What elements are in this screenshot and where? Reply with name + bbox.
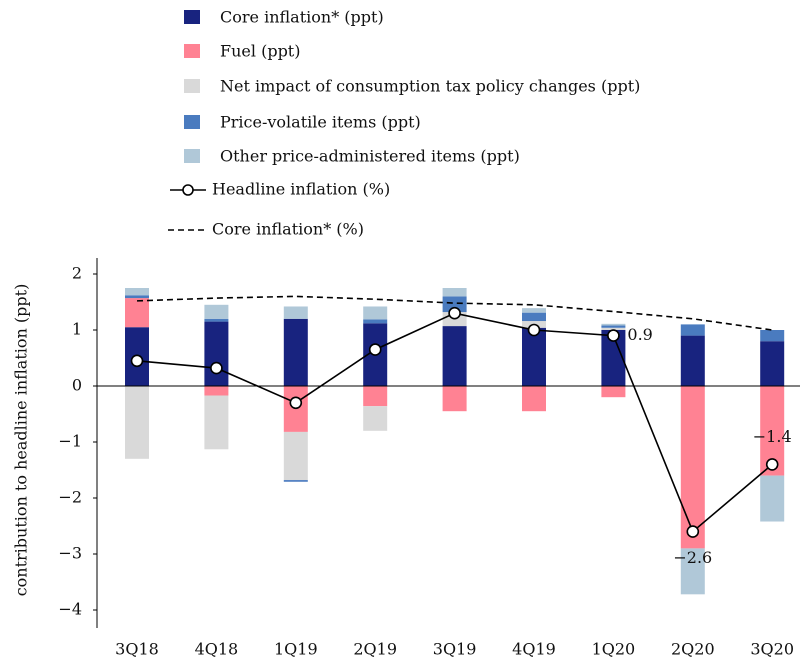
data-label: −2.6 [673, 548, 712, 567]
x-tick-label: 3Q18 [115, 640, 159, 659]
bar-segment [442, 386, 467, 412]
bar-segment [522, 386, 546, 412]
bar-segment [204, 304, 229, 319]
bar-segment [125, 386, 149, 459]
bar-segment [283, 480, 308, 482]
bar-segment [442, 326, 467, 386]
line-point [607, 329, 620, 342]
y-tick-label: 0 [72, 376, 82, 395]
line-point [527, 323, 541, 337]
bar-segment [283, 318, 308, 386]
legend-label: Net impact of consumption tax policy cha… [220, 77, 640, 96]
y-tick-label: −2 [58, 488, 82, 507]
bar-segment [204, 321, 229, 386]
bar-segment [522, 327, 546, 386]
legend-label: Core inflation* (ppt) [220, 8, 384, 27]
bar-segment [363, 306, 388, 320]
bar-segment [283, 306, 308, 319]
line-point [289, 396, 303, 410]
bar-segment [363, 386, 388, 407]
legend-label: Price-volatile items (ppt) [220, 113, 421, 132]
bar-segment [125, 295, 149, 299]
x-tick-label: 3Q19 [433, 640, 477, 659]
line-point [210, 361, 223, 375]
y-axis-label: contribution to headline inflation (ppt) [12, 284, 31, 597]
line-point [448, 306, 461, 320]
bar-segment [760, 475, 785, 522]
line-point [686, 525, 700, 538]
legend-swatch [184, 44, 200, 58]
data-label: 0.9 [627, 325, 652, 344]
x-tick-label: 1Q19 [274, 640, 318, 659]
bar-segment [680, 324, 705, 336]
bar-segment [204, 395, 229, 450]
line-point [130, 354, 144, 368]
legend-marker [182, 184, 194, 196]
bar-segment [601, 386, 626, 398]
bar-segment [601, 327, 626, 330]
line-point [765, 458, 779, 471]
legend-swatch [184, 79, 200, 93]
x-tick-label: 1Q20 [592, 640, 636, 659]
bar-segment [125, 298, 149, 328]
legend-swatch [184, 115, 200, 129]
bar-segment [363, 319, 388, 324]
bar-segment [760, 330, 785, 342]
data-label: −1.4 [753, 427, 792, 446]
bar-segment [760, 341, 785, 386]
x-tick-label: 2Q19 [353, 640, 397, 659]
y-tick-label: −1 [58, 432, 82, 451]
bar-segment [204, 386, 229, 396]
legend-label: Fuel (ppt) [220, 42, 300, 61]
y-tick-label: 2 [72, 264, 82, 283]
x-tick-label: 4Q18 [195, 640, 239, 659]
bar-segment [522, 308, 546, 313]
legend-swatch [184, 149, 200, 163]
y-tick-label: −3 [58, 544, 82, 563]
bar-segment [442, 288, 467, 297]
bar-segment [204, 318, 229, 322]
bar-segment [601, 325, 626, 328]
x-tick-label: 4Q19 [512, 640, 556, 659]
y-tick-label: −4 [58, 600, 82, 619]
bar-segment [125, 288, 149, 296]
bar-segment [522, 312, 546, 322]
x-tick-label: 3Q20 [750, 640, 794, 659]
line-point [368, 343, 382, 356]
bar-segment [442, 296, 467, 313]
bar-segment [601, 323, 626, 326]
bar-segment [363, 406, 388, 431]
dashed-line [136, 295, 773, 331]
bar-segment [680, 548, 705, 595]
bar-segment [680, 335, 705, 386]
bar-segment [283, 431, 308, 481]
x-tick-label: 2Q20 [671, 640, 715, 659]
legend-swatch [184, 10, 200, 24]
y-tick-label: 1 [72, 320, 82, 339]
legend-label: Other price-administered items (ppt) [220, 147, 520, 166]
legend-label: Core inflation* (%) [212, 220, 364, 239]
legend-label: Headline inflation (%) [212, 180, 390, 199]
bar-segment [680, 386, 705, 549]
